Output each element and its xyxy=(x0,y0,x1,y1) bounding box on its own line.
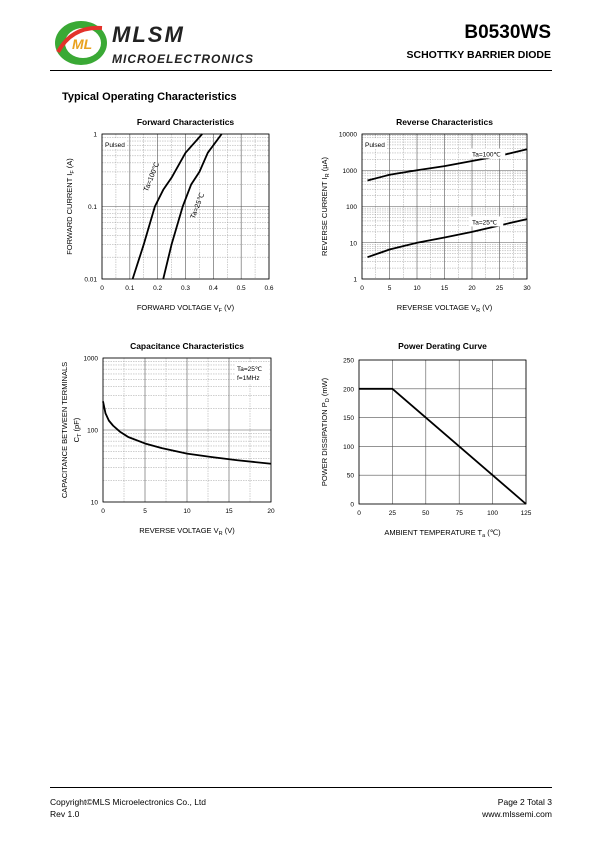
plot-frame xyxy=(101,133,270,280)
y-tick-label: 0 xyxy=(350,502,354,509)
y-tick-label: 0.01 xyxy=(84,277,97,284)
series-line-2 xyxy=(162,133,223,280)
chart-title: Capacitance Characteristics xyxy=(130,341,244,351)
footer-divider xyxy=(50,787,552,788)
footer-copyright: Copyright©MLS Microelectronics Co., Ltd xyxy=(50,797,207,807)
y-axis-label: CAPACITANCE BETWEEN TERMINALS xyxy=(60,362,69,498)
y-tick-label: 100 xyxy=(87,428,98,435)
label-background xyxy=(469,148,506,159)
capacitance-characteristics-chart: Capacitance Characteristics 0 5 10 15 20 10 100… xyxy=(60,341,275,537)
condition-note: Ta=25℃ xyxy=(237,366,263,373)
part-number: B0530WS xyxy=(464,22,551,43)
footer-website: www.mlssemi.com xyxy=(482,809,552,819)
x-tick-label: 0 xyxy=(100,285,104,292)
y-tick-label: 10000 xyxy=(339,132,357,139)
x-tick-label: 15 xyxy=(225,508,233,515)
y-tick-label: 10 xyxy=(91,500,99,507)
x-tick-label: 10 xyxy=(183,508,191,515)
header-divider xyxy=(50,70,552,71)
y-tick-label: 150 xyxy=(343,415,354,422)
x-tick-label: 5 xyxy=(143,508,147,515)
x-axis-label: REVERSE VOLTAGE VR (V) xyxy=(139,526,235,537)
company-logo: ML xyxy=(55,21,107,65)
plot-frame xyxy=(102,357,272,503)
y-tick-label: 1000 xyxy=(343,168,358,175)
x-tick-label: 0.4 xyxy=(209,285,218,292)
x-tick-label: 25 xyxy=(389,510,397,517)
logo-letters: ML xyxy=(72,36,92,52)
chart-title: Reverse Characteristics xyxy=(396,117,493,127)
x-tick-label: 100 xyxy=(487,510,498,517)
y-tick-label: 0.1 xyxy=(88,204,97,211)
brand-name: MLSM xyxy=(112,22,185,47)
x-tick-label: 20 xyxy=(267,508,275,515)
series-line-1 xyxy=(359,387,527,505)
y-tick-label: 1000 xyxy=(84,356,99,363)
y-tick-label: 1 xyxy=(93,132,97,139)
note-background xyxy=(103,139,127,149)
grid xyxy=(101,133,270,280)
footer-page: Page 2 Total 3 xyxy=(497,797,552,807)
y-tick-label: 100 xyxy=(343,444,354,451)
brand-subtitle: MICROELECTRONICS xyxy=(112,52,254,66)
part-description: SCHOTTKY BARRIER DIODE xyxy=(406,49,551,61)
y-tick-label: 250 xyxy=(343,358,354,365)
chart-title: Power Derating Curve xyxy=(398,341,487,351)
chart-title: Forward Characteristics xyxy=(137,117,235,127)
note-background xyxy=(363,139,387,149)
x-axis-label: REVERSE VOLTAGE VR (V) xyxy=(397,303,493,314)
plot-frame xyxy=(358,359,527,505)
x-tick-label: 5 xyxy=(388,285,392,292)
series-line-1 xyxy=(131,133,203,280)
x-tick-label: 0 xyxy=(101,508,105,515)
y-tick-label: 100 xyxy=(346,204,357,211)
x-tick-label: 0 xyxy=(357,510,361,517)
x-tick-label: 0.6 xyxy=(264,285,273,292)
y-tick-label: 10 xyxy=(350,240,358,247)
x-tick-label: 0.1 xyxy=(125,285,134,292)
forward-characteristics-chart: Forward Characteristics 0 0.1 0.2 0.3 0.4 0.5 0… xyxy=(65,117,274,314)
note-background xyxy=(235,362,269,384)
pulsed-note: Pulsed xyxy=(105,142,125,149)
x-tick-label: 0.5 xyxy=(237,285,246,292)
x-tick-label: 30 xyxy=(523,285,531,292)
x-tick-label: 10 xyxy=(413,285,421,292)
series-label-ta100: Ta=100℃ xyxy=(472,151,502,158)
x-axis-label: FORWARD VOLTAGE VF (V) xyxy=(137,303,235,314)
y-axis-label: FORWARD CURRENT IF (A) xyxy=(65,158,76,255)
x-tick-label: 25 xyxy=(496,285,504,292)
series-label-ta25: Ta=25℃ xyxy=(190,192,207,220)
y-axis-label: POWER DISSIPATION PD (mW) xyxy=(320,377,331,486)
series-label-ta100: Ta=100℃ xyxy=(143,161,161,193)
x-tick-label: 15 xyxy=(441,285,449,292)
plot-frame xyxy=(361,133,528,280)
footer-revision: Rev 1.0 xyxy=(50,809,80,819)
x-tick-label: 0.3 xyxy=(181,285,190,292)
condition-note: f=1MHz xyxy=(237,375,260,382)
section-title: Typical Operating Characteristics xyxy=(62,91,237,103)
y-tick-label: 200 xyxy=(343,386,354,393)
reverse-characteristics-chart: Reverse Characteristics 0 5 10 15 20 25 30 1 10 10… xyxy=(320,117,531,314)
x-tick-label: 0 xyxy=(360,285,364,292)
power-derating-chart: Power Derating Curve 0 25 50 75 100 125 0 50 100 1… xyxy=(320,341,532,539)
x-tick-label: 20 xyxy=(468,285,476,292)
x-tick-label: 125 xyxy=(521,510,532,517)
x-tick-label: 50 xyxy=(422,510,430,517)
pulsed-note: Pulsed xyxy=(365,142,385,149)
x-tick-label: 75 xyxy=(456,510,464,517)
series-line-1 xyxy=(102,401,272,465)
y-tick-label: 1 xyxy=(353,277,357,284)
y-axis-label: REVERSE CURRENT IR (μA) xyxy=(320,156,331,256)
label-background xyxy=(469,216,504,227)
y-axis-label-secondary: CT (pF) xyxy=(72,417,83,442)
y-tick-label: 50 xyxy=(347,473,355,480)
x-axis-label: AMBIENT TEMPERATURE Ta (℃) xyxy=(384,528,501,539)
series-label-ta25: Ta=25℃ xyxy=(472,219,498,226)
x-tick-label: 0.2 xyxy=(153,285,162,292)
